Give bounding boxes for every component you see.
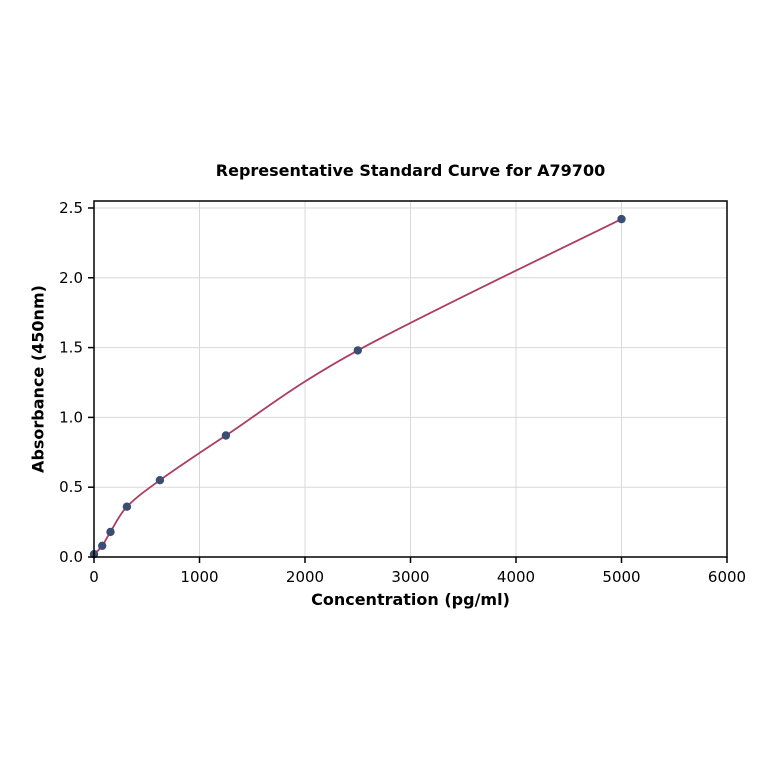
data-point [98,541,107,550]
x-tick-label: 3000 [391,568,429,586]
y-tick-label: 2.5 [59,199,83,217]
x-tick-label: 0 [89,568,99,586]
data-point [617,214,626,224]
x-tick-label: 6000 [708,568,746,586]
chart-title: Representative Standard Curve for A79700 [215,161,606,180]
x-tick-label: 2000 [286,568,324,586]
data-point [221,431,231,440]
x-axis-label: Concentration (pg/ml) [311,590,510,609]
y-tick-label: 2.0 [59,269,83,287]
y-tick-label: 1.5 [59,339,83,357]
data-point [155,476,165,485]
y-tick-label: 0.0 [59,548,83,566]
x-tick-label: 5000 [602,568,640,586]
y-axis-label: Absorbance (450nm) [28,285,48,473]
x-tick-label: 4000 [497,568,535,586]
fit-curve [93,218,622,555]
data-point [353,346,362,355]
y-tick-label: 1.0 [59,408,83,426]
y-tick-label: 0.5 [59,478,83,496]
x-tick-label: 1000 [180,568,218,586]
data-point [106,527,115,537]
data-point [122,502,132,511]
